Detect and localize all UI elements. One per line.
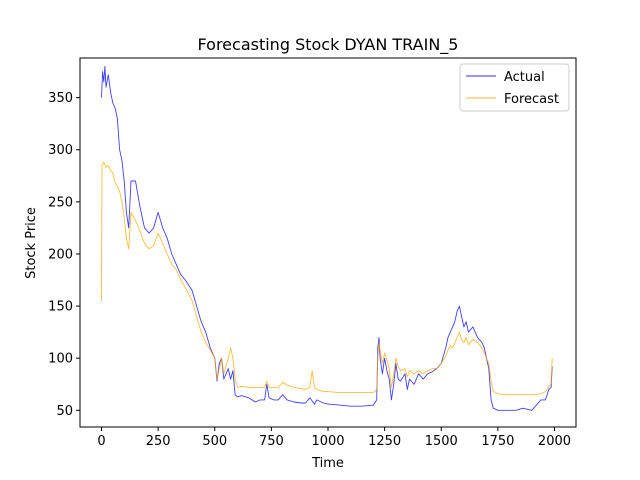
series-line-actual (101, 65, 553, 411)
legend: Actual Forecast (459, 63, 570, 112)
y-tick-label: 200 (48, 247, 73, 262)
x-tick-label: 250 (146, 434, 171, 449)
legend-label-forecast: Forecast (504, 92, 559, 107)
chart-title: Forecasting Stock DYAN TRAIN_5 (198, 35, 459, 55)
y-axis: 50 100 150 200 250 300 350 (48, 91, 80, 419)
y-tick-label: 250 (48, 195, 73, 210)
series-layer (101, 65, 553, 411)
x-axis-title: Time (311, 456, 344, 471)
y-axis-title: Stock Price (24, 207, 39, 279)
y-tick-label: 50 (56, 404, 73, 419)
x-tick-label: 1500 (425, 434, 458, 449)
x-tick-label: 2000 (538, 434, 571, 449)
y-tick-label: 350 (48, 91, 73, 106)
series-line-forecast (101, 161, 553, 396)
y-tick-label: 150 (48, 300, 73, 315)
y-tick-label: 100 (48, 352, 73, 367)
x-tick-label: 500 (202, 434, 227, 449)
x-tick-label: 1000 (311, 434, 344, 449)
x-tick-label: 0 (97, 434, 105, 449)
x-axis: 0 250 500 750 1000 1250 1500 1750 2000 (97, 427, 571, 449)
x-tick-label: 1750 (481, 434, 514, 449)
x-tick-label: 1250 (368, 434, 401, 449)
y-tick-label: 300 (48, 143, 73, 158)
x-tick-label: 750 (259, 434, 284, 449)
legend-label-actual: Actual (504, 70, 545, 85)
